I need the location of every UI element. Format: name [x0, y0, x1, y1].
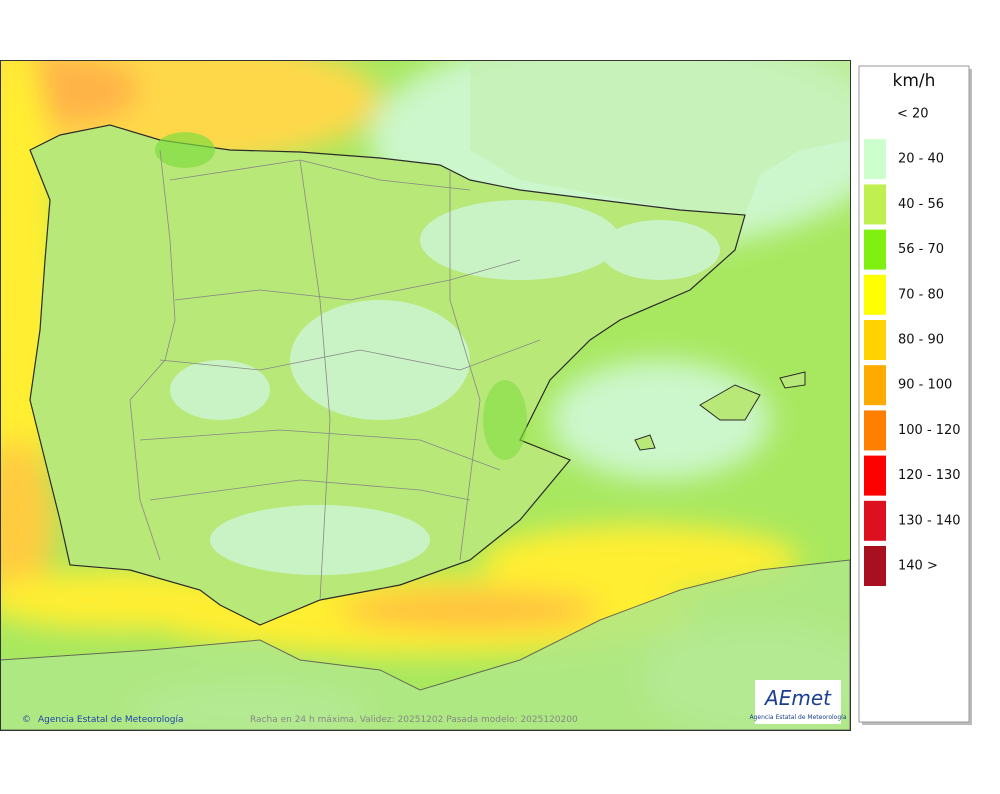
legend-swatch [864, 139, 886, 180]
legend-label: 140 > [898, 559, 938, 574]
legend-swatch [864, 274, 886, 315]
legend-swatch [864, 546, 886, 586]
caption: Racha en 24 h máxima. Validez: 20251202 … [250, 715, 578, 725]
borders [129, 149, 541, 601]
credit: Agencia Estatal de Meteorología [38, 715, 184, 725]
legend-swatch [864, 410, 886, 451]
legend-label: 80 - 90 [898, 333, 944, 348]
island [699, 384, 761, 421]
legend-swatch [864, 229, 886, 270]
legend-label: 40 - 56 [898, 197, 944, 212]
legend-label: 20 - 40 [898, 152, 944, 167]
legend-label: 100 - 120 [898, 423, 961, 438]
legend-label: 120 - 130 [898, 468, 961, 483]
africa [0, 559, 850, 730]
legend-label: 130 - 140 [898, 513, 961, 528]
map-frame [0, 60, 851, 731]
legend-swatch [864, 320, 886, 360]
legend-label: 70 - 80 [898, 287, 944, 302]
logo-name: AEmet [763, 686, 832, 710]
island [634, 434, 656, 451]
legend-label: 90 - 100 [898, 378, 952, 393]
legend-swatch [864, 500, 886, 541]
credit-icon: © [22, 715, 31, 725]
legend-swatch [864, 365, 886, 406]
legend-swatch [864, 455, 886, 496]
legend-title: km/h [893, 71, 936, 91]
legend-label: < 20 [897, 107, 929, 122]
logo-subtitle: Agencia Estatal de Meteorología [750, 714, 847, 721]
calm-areas [170, 200, 720, 575]
legend-label: 56 - 70 [898, 242, 944, 257]
map: © Agencia Estatal de Meteorología Racha … [0, 60, 850, 730]
legend-swatch [864, 184, 886, 225]
island [779, 371, 806, 389]
logo [755, 680, 841, 724]
